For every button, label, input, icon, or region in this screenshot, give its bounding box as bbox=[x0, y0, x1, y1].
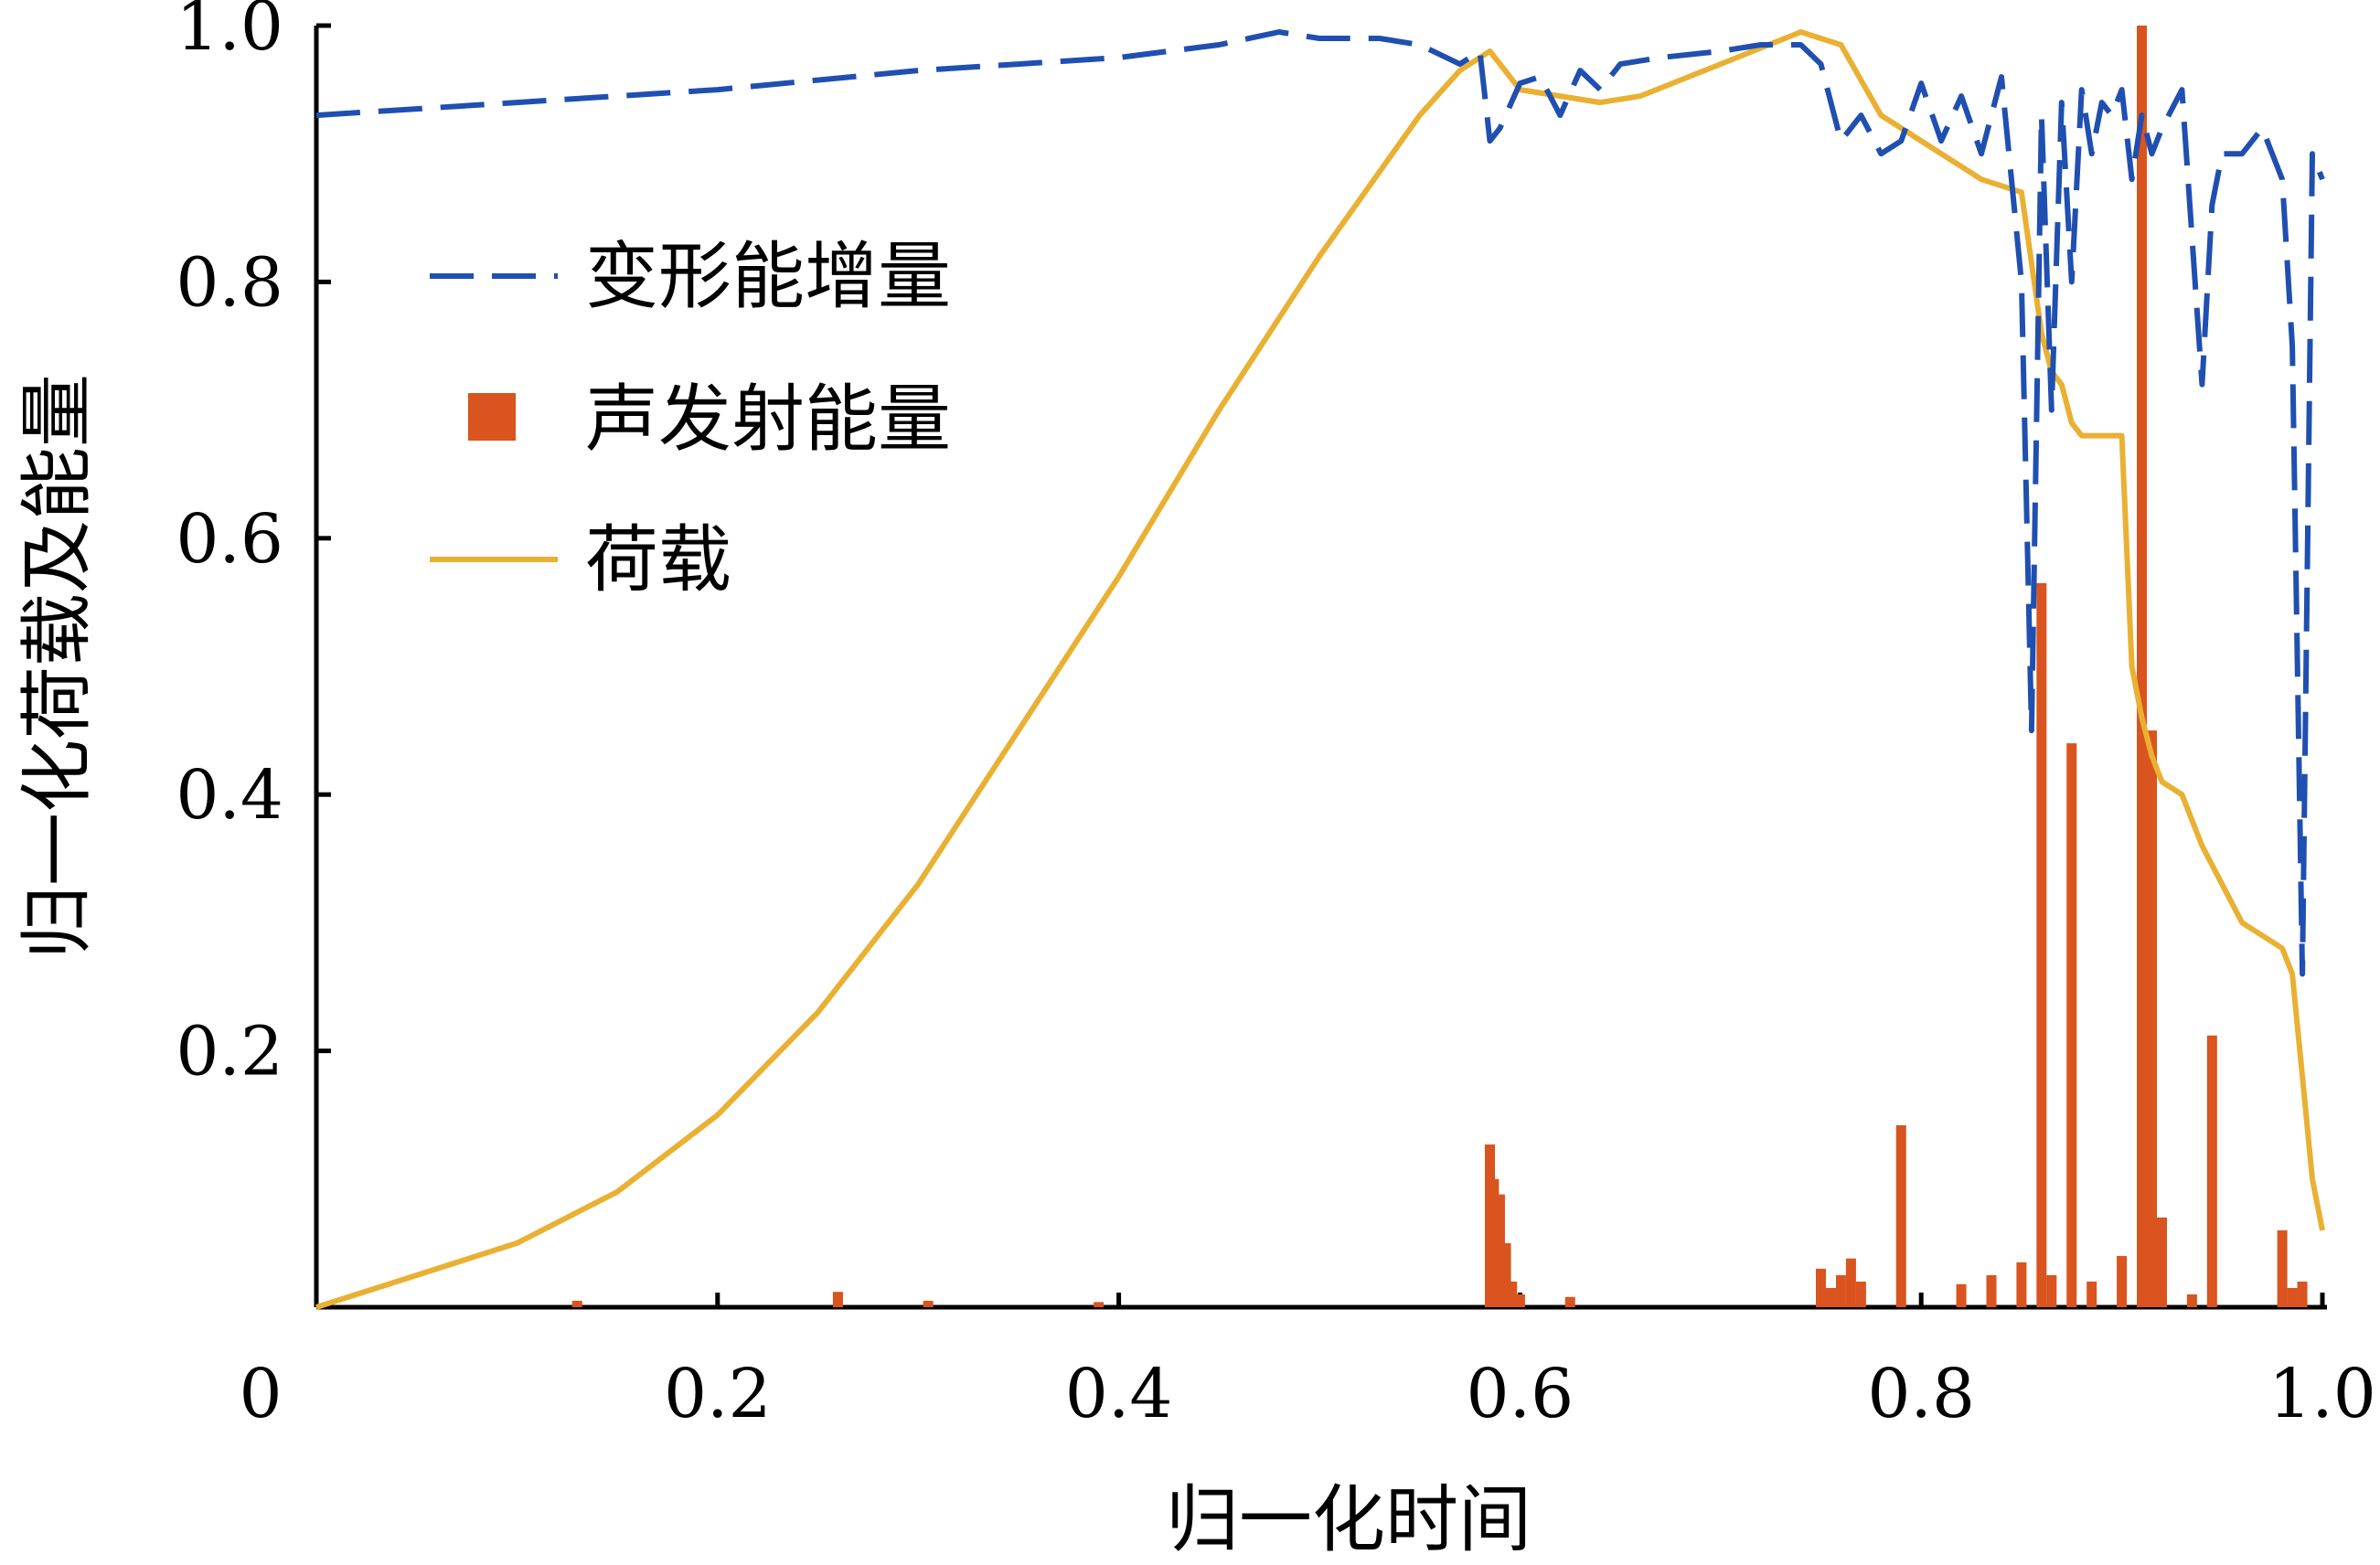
ae-energy-bar bbox=[923, 1300, 934, 1307]
legend-ae-swatch bbox=[468, 393, 516, 441]
ae-energy-bar bbox=[2016, 1262, 2027, 1307]
ae-energy-bar bbox=[1500, 1242, 1511, 1307]
ae-energy-bar bbox=[1845, 1258, 1856, 1307]
ae-energy-bars bbox=[571, 26, 2308, 1307]
ae-energy-bar bbox=[1494, 1194, 1505, 1307]
y-tick-label: 0.2 bbox=[176, 1013, 283, 1091]
y-tick-label: 0.6 bbox=[176, 500, 283, 579]
ae-energy-bar bbox=[2297, 1281, 2308, 1307]
load-line bbox=[315, 29, 2325, 1310]
x-tick-label: 1.0 bbox=[2268, 1355, 2376, 1433]
ae-energy-bar bbox=[2287, 1287, 2298, 1307]
y-tick-label: 0.4 bbox=[176, 756, 283, 835]
y-tick-label: 1.0 bbox=[176, 0, 283, 66]
ae-energy-bar bbox=[2066, 743, 2077, 1307]
y-ticks: 0.2 0.4 0.6 0.8 1.0 bbox=[176, 0, 331, 1091]
ae-energy-bar bbox=[1986, 1274, 1997, 1307]
ae-energy-bar bbox=[2277, 1230, 2288, 1307]
x-tick-label: 0.4 bbox=[1065, 1355, 1173, 1433]
x-axis-title: 归一化时间 bbox=[1166, 1477, 1532, 1562]
ae-energy-bar bbox=[1507, 1281, 1518, 1307]
ae-energy-bar bbox=[1825, 1287, 1836, 1307]
y-tick-label: 0.8 bbox=[176, 243, 283, 322]
ae-energy-bar bbox=[832, 1292, 843, 1307]
ae-energy-bar bbox=[2137, 26, 2148, 1307]
ae-energy-bar bbox=[2206, 1035, 2217, 1307]
x-tick-label: 0.2 bbox=[664, 1355, 772, 1433]
ae-energy-bar bbox=[2117, 1255, 2128, 1307]
legend-ae-label: 声发射能量 bbox=[585, 377, 951, 462]
x-tick-label: 0.6 bbox=[1467, 1355, 1574, 1433]
strain-energy-line bbox=[315, 29, 2325, 977]
ae-energy-bar bbox=[571, 1300, 582, 1307]
ae-energy-bar bbox=[1514, 1294, 1525, 1307]
x-origin-label: 0 bbox=[239, 1355, 282, 1433]
x-ticks: 0.2 0.4 0.6 0.8 1.0 bbox=[664, 1293, 2376, 1433]
ae-energy-bar bbox=[2156, 1217, 2167, 1307]
ae-energy-bar bbox=[1835, 1274, 1846, 1307]
legend: 变形能增量 声发射能量 荷载 bbox=[430, 234, 951, 602]
ae-energy-bar bbox=[2087, 1281, 2097, 1307]
ae-energy-bar bbox=[2036, 582, 2047, 1307]
x-tick-label: 0.8 bbox=[1867, 1355, 1975, 1433]
y-axis-title: 归一化荷载及能量 bbox=[15, 374, 100, 959]
ae-energy-bar bbox=[1489, 1178, 1500, 1307]
legend-load-label: 荷载 bbox=[585, 517, 731, 602]
ae-energy-bar bbox=[1956, 1283, 1967, 1307]
ae-energy-bar bbox=[1816, 1268, 1826, 1307]
ae-energy-bar bbox=[1855, 1281, 1866, 1307]
ae-energy-bar bbox=[2147, 730, 2158, 1307]
ae-energy-bar bbox=[2186, 1294, 2197, 1307]
legend-strain-label: 变形能增量 bbox=[585, 234, 951, 319]
ae-energy-bar bbox=[2046, 1274, 2057, 1307]
ae-energy-bar bbox=[1094, 1302, 1105, 1307]
ae-energy-bar bbox=[1564, 1296, 1575, 1307]
ae-energy-bar bbox=[1895, 1124, 1906, 1307]
plot-area: 0.2 0.4 0.6 0.8 1.0 0.2 0.4 0.6 0.8 1.0 bbox=[176, 0, 2376, 1433]
